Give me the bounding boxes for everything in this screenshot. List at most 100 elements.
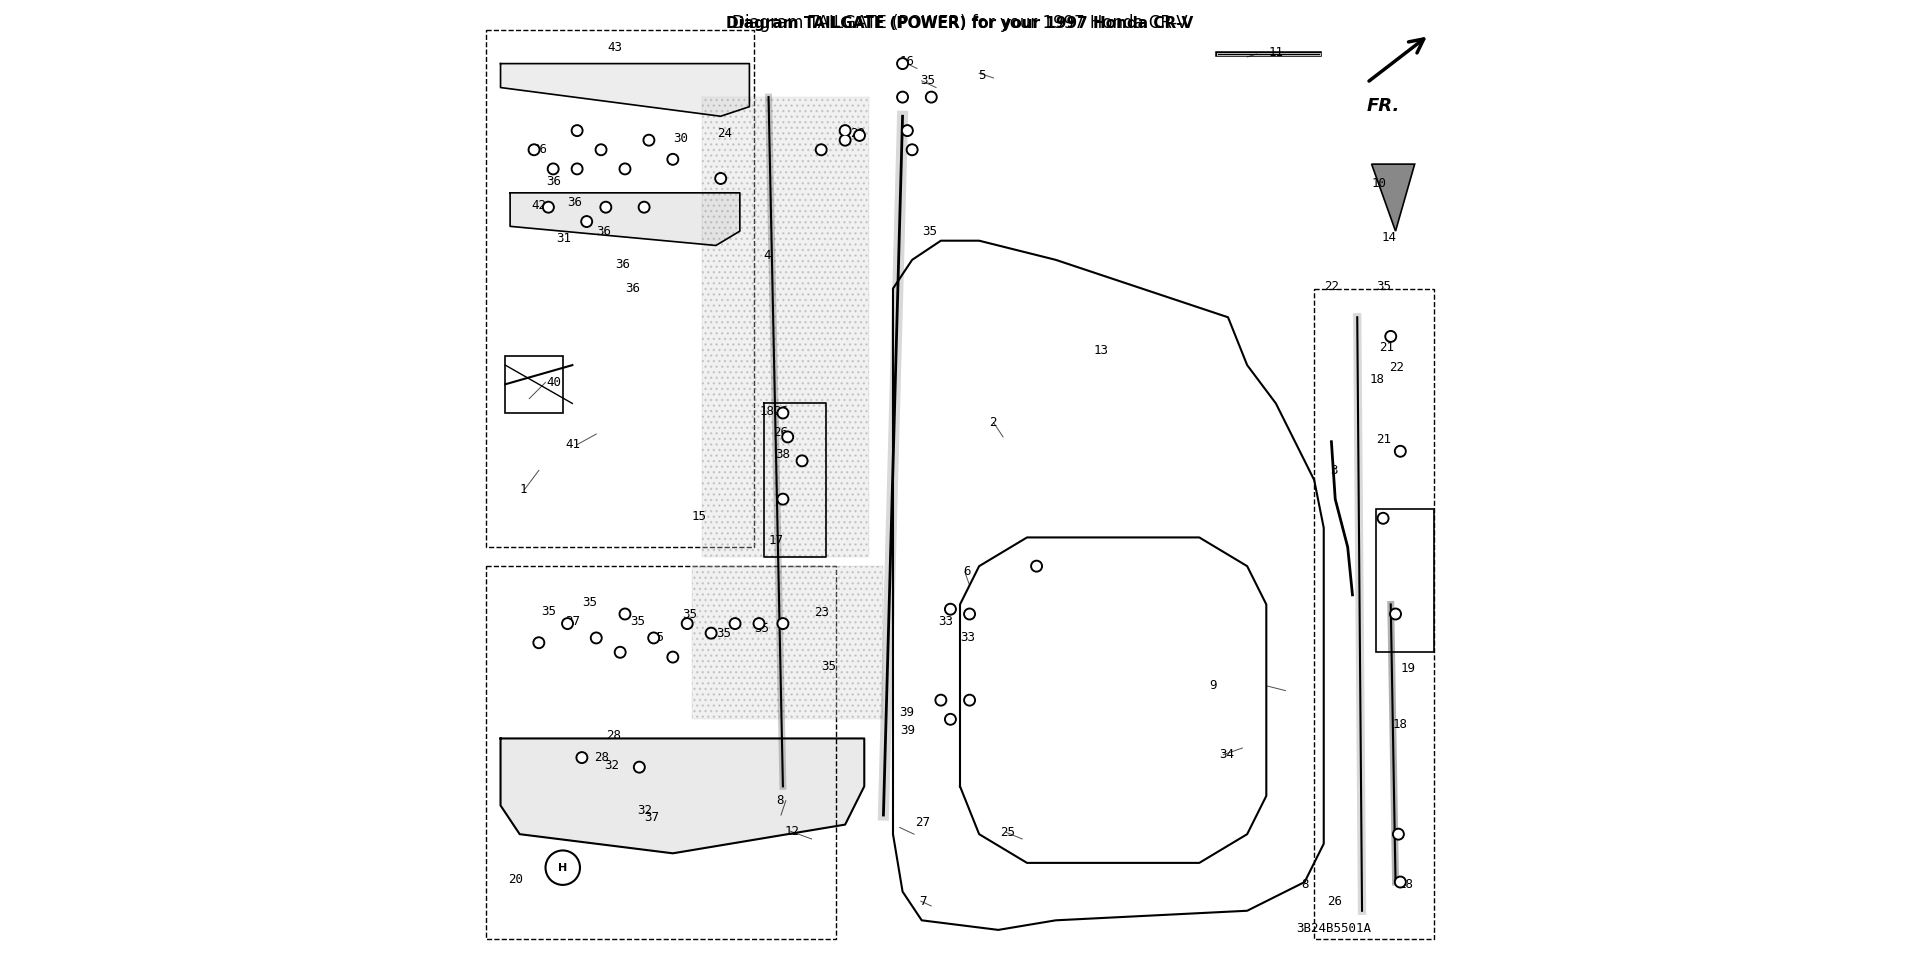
Circle shape	[622, 611, 630, 618]
Circle shape	[637, 202, 649, 213]
Text: 14: 14	[1380, 231, 1396, 245]
Polygon shape	[1371, 164, 1415, 231]
Circle shape	[1392, 611, 1400, 618]
Text: 35: 35	[922, 225, 937, 238]
Circle shape	[841, 127, 849, 134]
Text: 36: 36	[616, 258, 630, 271]
Text: Diagram TAILGATE (POWER) for your 1997 Honda CR-V: Diagram TAILGATE (POWER) for your 1997 H…	[726, 15, 1194, 31]
Text: 17: 17	[768, 534, 783, 547]
Circle shape	[839, 134, 851, 146]
Circle shape	[545, 204, 553, 211]
Text: 3: 3	[1331, 464, 1338, 477]
Text: 21: 21	[1379, 342, 1394, 354]
Circle shape	[1394, 830, 1402, 838]
Circle shape	[564, 620, 572, 628]
Circle shape	[964, 609, 975, 620]
Circle shape	[730, 618, 741, 630]
Text: 10: 10	[1371, 177, 1386, 190]
Circle shape	[622, 165, 630, 173]
Circle shape	[714, 173, 726, 184]
Text: 33: 33	[960, 632, 975, 644]
Circle shape	[1394, 445, 1405, 457]
Text: 31: 31	[557, 232, 570, 245]
Text: 35: 35	[682, 608, 697, 620]
Text: FR.: FR.	[1367, 97, 1400, 115]
Circle shape	[643, 134, 655, 146]
Text: 19: 19	[1400, 662, 1415, 675]
Circle shape	[904, 127, 912, 134]
Circle shape	[854, 130, 866, 141]
Text: 42: 42	[532, 199, 545, 212]
Text: 13: 13	[1094, 345, 1110, 357]
Circle shape	[666, 154, 678, 165]
Circle shape	[603, 204, 611, 211]
Text: 26: 26	[1327, 895, 1342, 907]
Text: 8: 8	[776, 794, 783, 807]
Circle shape	[1392, 828, 1404, 840]
Circle shape	[1396, 878, 1404, 886]
Text: 33: 33	[939, 615, 952, 628]
Circle shape	[620, 609, 630, 620]
Circle shape	[908, 146, 916, 154]
Circle shape	[582, 216, 593, 228]
Circle shape	[780, 409, 787, 417]
Text: 1: 1	[520, 483, 528, 496]
Circle shape	[1386, 332, 1394, 340]
Text: 9: 9	[1210, 680, 1217, 692]
Circle shape	[839, 125, 851, 136]
Polygon shape	[501, 738, 864, 853]
Text: 36: 36	[532, 143, 547, 156]
Circle shape	[925, 91, 937, 103]
Text: Diagram TAILGATE (POWER) for your 1997 Honda CR-V: Diagram TAILGATE (POWER) for your 1997 H…	[732, 14, 1188, 33]
Circle shape	[547, 163, 559, 175]
Circle shape	[964, 694, 975, 706]
Circle shape	[534, 637, 545, 648]
Circle shape	[753, 618, 764, 630]
Text: 5: 5	[977, 68, 985, 82]
Circle shape	[668, 156, 676, 163]
Circle shape	[841, 136, 849, 144]
Text: 27: 27	[916, 816, 929, 829]
Text: 35: 35	[822, 660, 837, 673]
Text: 35: 35	[541, 605, 555, 617]
Circle shape	[797, 455, 808, 467]
Circle shape	[1384, 330, 1396, 342]
Circle shape	[584, 218, 591, 226]
Text: 30: 30	[672, 132, 687, 145]
Circle shape	[935, 694, 947, 706]
Text: 25: 25	[1000, 826, 1016, 839]
Text: 22: 22	[1388, 361, 1404, 373]
Circle shape	[563, 618, 574, 630]
Circle shape	[530, 146, 538, 154]
Text: 36: 36	[597, 225, 611, 238]
Circle shape	[799, 457, 806, 465]
Circle shape	[966, 611, 973, 618]
Text: 37: 37	[566, 615, 580, 628]
Text: 36: 36	[568, 196, 582, 209]
Text: 18: 18	[1398, 878, 1413, 892]
Polygon shape	[511, 193, 739, 246]
Circle shape	[716, 175, 724, 182]
Text: 28: 28	[595, 751, 609, 764]
Circle shape	[614, 646, 626, 658]
Circle shape	[639, 204, 647, 211]
Circle shape	[649, 635, 657, 642]
Circle shape	[1394, 876, 1405, 888]
Circle shape	[543, 202, 555, 213]
Text: 15: 15	[691, 510, 707, 523]
Circle shape	[574, 127, 582, 134]
Circle shape	[897, 58, 908, 69]
Circle shape	[601, 202, 612, 213]
Circle shape	[593, 635, 601, 642]
Circle shape	[591, 633, 603, 644]
Circle shape	[945, 713, 956, 725]
Circle shape	[1031, 561, 1043, 572]
Text: 32: 32	[637, 804, 653, 817]
Circle shape	[682, 618, 693, 630]
Circle shape	[620, 163, 630, 175]
Circle shape	[528, 144, 540, 156]
Circle shape	[945, 604, 956, 615]
Circle shape	[549, 165, 557, 173]
Circle shape	[856, 132, 864, 139]
Circle shape	[937, 696, 945, 704]
